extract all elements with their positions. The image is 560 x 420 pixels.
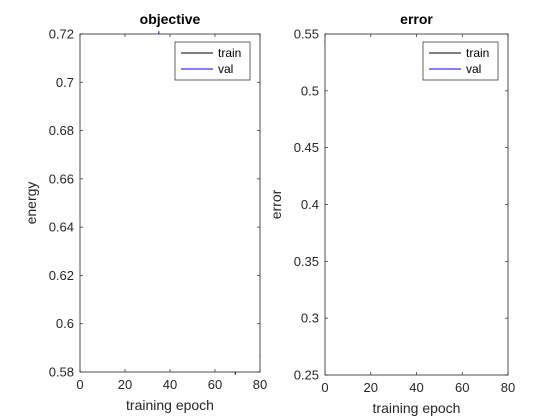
y-tick-label: 0.66 — [49, 171, 74, 186]
y-axis-label: error — [268, 189, 284, 219]
y-tick-label: 0.45 — [294, 140, 319, 155]
axes-box — [324, 33, 509, 376]
x-tick-label: 60 — [455, 380, 469, 395]
y-tick-label: 0.62 — [49, 268, 74, 283]
y-tick-label: 0.68 — [49, 123, 74, 138]
legend-box — [422, 41, 499, 81]
y-tick-label: 0.4 — [301, 197, 319, 212]
y-tick-label: 0.25 — [294, 368, 319, 383]
x-tick-label: 80 — [501, 380, 515, 395]
chart-title: error — [400, 11, 433, 27]
legend-label-val: val — [218, 62, 233, 76]
legend: train val — [422, 41, 499, 81]
axes-box — [79, 33, 261, 373]
x-tick-label: 80 — [253, 377, 267, 392]
y-tick-label: 0.5 — [301, 83, 319, 98]
legend-label-val: val — [466, 62, 481, 76]
y-tick-label: 0.55 — [294, 27, 319, 42]
y-tick-label: 0.6 — [56, 316, 74, 331]
y-tick-label: 0.58 — [49, 365, 74, 380]
chart-title: objective — [140, 11, 201, 27]
x-axis-label: training epoch — [126, 397, 214, 413]
y-axis-label: energy — [23, 182, 39, 225]
y-tick-label: 0.72 — [49, 27, 74, 42]
x-tick-label: 20 — [364, 380, 378, 395]
y-tick-label: 0.35 — [294, 254, 319, 269]
legend: train val — [174, 41, 251, 81]
x-axis-label: training epoch — [373, 400, 461, 416]
x-tick-label: 40 — [409, 380, 423, 395]
legend-label-train: train — [218, 46, 241, 60]
x-tick-label: 20 — [118, 377, 132, 392]
x-tick-label: 0 — [321, 380, 328, 395]
x-tick-label: 40 — [163, 377, 177, 392]
y-tick-label: 0.7 — [56, 75, 74, 90]
x-tick-label: 0 — [76, 377, 83, 392]
y-tick-label: 0.64 — [49, 220, 74, 235]
x-tick-label: 60 — [208, 377, 222, 392]
legend-label-train: train — [466, 46, 489, 60]
legend-box — [174, 41, 251, 81]
y-tick-label: 0.3 — [301, 311, 319, 326]
